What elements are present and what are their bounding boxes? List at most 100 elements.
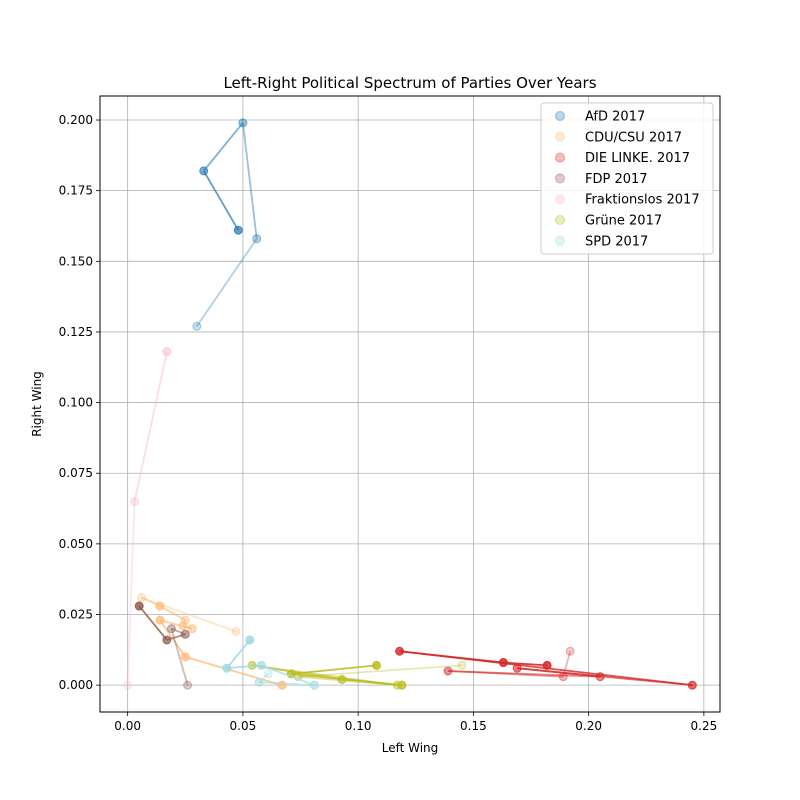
series-group <box>123 347 172 690</box>
series-layer <box>123 118 697 690</box>
chart-title: Left-Right Political Spectrum of Parties… <box>223 74 596 92</box>
y-tick-label: 0.100 <box>59 396 93 410</box>
series-line-segment <box>291 672 403 687</box>
data-point <box>162 635 172 645</box>
y-tick-label: 0.000 <box>59 678 93 692</box>
data-point <box>136 593 146 603</box>
series-line-segment <box>185 656 283 687</box>
legend-label: Fraktionslos 2017 <box>585 193 700 208</box>
data-point <box>512 663 522 673</box>
data-point <box>238 118 248 128</box>
x-tick-label: 0.20 <box>575 719 602 733</box>
series-line-segment <box>159 605 186 621</box>
legend-frame <box>540 102 714 255</box>
data-point <box>155 615 165 625</box>
data-point <box>542 660 552 670</box>
x-tick-label: 0.00 <box>114 719 141 733</box>
data-point <box>687 680 697 690</box>
data-point <box>180 652 190 662</box>
data-point <box>162 347 172 357</box>
series-group <box>134 601 193 690</box>
series-line-segment <box>261 664 315 686</box>
data-point <box>199 166 209 176</box>
data-point <box>256 660 266 670</box>
series-line-segment <box>226 664 262 670</box>
legend-marker <box>555 173 565 184</box>
x-tick-label: 0.05 <box>230 719 257 733</box>
data-point <box>183 680 193 690</box>
data-point <box>443 666 453 676</box>
x-tick-label: 0.25 <box>691 719 718 733</box>
series-line-segment <box>226 639 251 669</box>
data-point <box>178 621 188 631</box>
legend-marker <box>555 235 565 246</box>
legend-label: AfD 2017 <box>585 110 645 125</box>
y-tick-label: 0.025 <box>59 608 93 622</box>
series-group <box>395 646 697 690</box>
data-point <box>187 624 197 634</box>
data-point <box>166 624 176 634</box>
data-point <box>192 321 202 331</box>
data-point <box>233 225 243 235</box>
legend-marker <box>555 215 565 225</box>
legend-marker <box>555 111 565 121</box>
data-point <box>245 635 255 645</box>
data-point <box>134 601 144 611</box>
legend-marker <box>555 131 565 142</box>
series-line-segment <box>203 122 244 172</box>
legend-label: Grüne 2017 <box>585 214 662 229</box>
data-point <box>372 660 382 670</box>
series-group <box>136 593 287 690</box>
legend-label: SPD 2017 <box>585 234 648 249</box>
data-point <box>337 675 347 685</box>
data-point <box>395 646 405 656</box>
series-line-segment <box>258 681 315 687</box>
data-point <box>498 658 508 668</box>
legend: AfD 2017 CDU/CSU 2017 DIE LINKE. 2017 FDP 2… <box>540 102 714 255</box>
series-line-segment <box>291 664 377 675</box>
series-line-segment <box>138 605 168 641</box>
legend-label: FDP 2017 <box>585 172 648 187</box>
y-tick-label: 0.125 <box>59 325 93 339</box>
legend-marker <box>555 194 565 205</box>
data-point <box>457 660 467 670</box>
y-tick-label: 0.150 <box>59 254 93 268</box>
data-point <box>595 672 605 682</box>
series-line-segment <box>133 351 168 502</box>
series-group <box>222 635 319 690</box>
x-tick-label: 0.15 <box>460 719 487 733</box>
data-point <box>263 669 273 679</box>
series-line-segment <box>503 661 548 667</box>
data-point <box>130 496 140 506</box>
data-point <box>252 234 262 244</box>
data-point <box>222 663 232 673</box>
y-tick-label: 0.175 <box>59 184 93 198</box>
series-line-segment <box>126 501 136 686</box>
data-point <box>277 680 287 690</box>
series-line-segment <box>399 650 504 664</box>
legend-marker <box>555 152 565 163</box>
legend-label: CDU/CSU 2017 <box>585 130 682 145</box>
data-point <box>155 601 165 611</box>
x-tick-label: 0.10 <box>345 719 372 733</box>
ticks: 0.00 0.05 0.10 0.15 0.20 0.25 0.000 0.025 0.050 0… <box>59 113 718 733</box>
x-axis-label: Left Wing <box>382 741 439 755</box>
data-point <box>123 680 133 690</box>
y-axis-label: Right Wing <box>30 371 44 437</box>
series-line-segment <box>447 670 601 678</box>
series-line-segment <box>202 170 240 231</box>
data-point <box>397 680 407 690</box>
data-point <box>231 626 241 636</box>
series-group <box>192 118 262 331</box>
series-line-segment <box>242 122 258 239</box>
data-point <box>565 646 575 656</box>
series-line-segment <box>196 238 258 327</box>
data-point <box>180 629 190 639</box>
y-tick-label: 0.050 <box>59 537 93 551</box>
y-tick-label: 0.075 <box>59 466 93 480</box>
data-point <box>254 677 264 687</box>
data-point <box>309 680 319 690</box>
legend-label: DIE LINKE. 2017 <box>585 151 690 166</box>
plot-frame <box>99 95 721 713</box>
